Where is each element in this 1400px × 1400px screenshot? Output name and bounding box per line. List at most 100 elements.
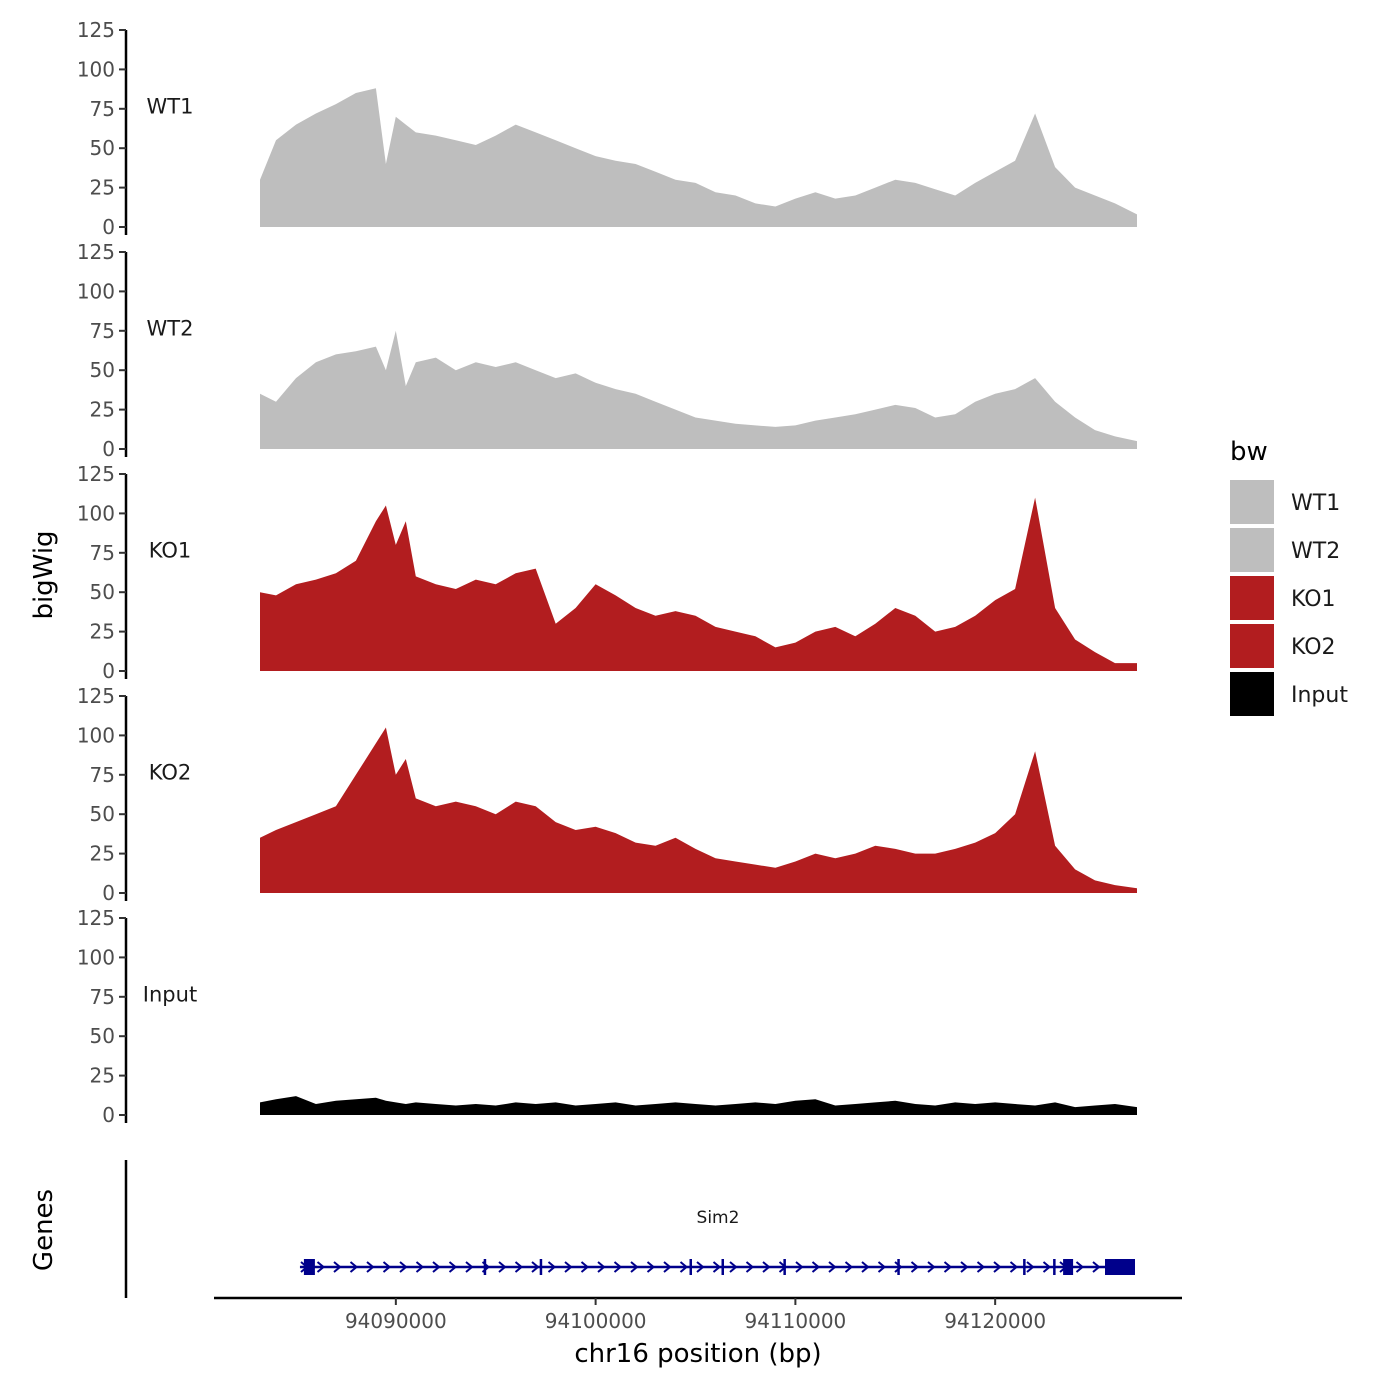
- strand-arrow: [316, 1261, 326, 1273]
- strand-arrow: [910, 1261, 920, 1273]
- strand-arrow: [1026, 1261, 1035, 1273]
- legend-key-input: [1228, 670, 1276, 718]
- x-axis: 94090000 94100000 94110000 94120000: [214, 1296, 1182, 1333]
- strand-arrow: [564, 1261, 573, 1273]
- strand-arrow: [927, 1261, 936, 1273]
- strand-arrow: [630, 1261, 639, 1273]
- area-wt2: [260, 330, 1137, 449]
- gene-exon: [1063, 1259, 1074, 1275]
- track-panel-wt1: 0 25 50 75 100 125 WT1: [77, 18, 1137, 239]
- legend-key-ko1: [1228, 574, 1276, 622]
- gene-exon: [689, 1259, 692, 1275]
- gene-exon: [1105, 1259, 1135, 1275]
- y-tick-label: 25: [90, 842, 115, 866]
- gene-track-title: Genes: [29, 1189, 59, 1271]
- strand-arrow: [1075, 1261, 1085, 1273]
- y-tick-label: 100: [77, 945, 115, 969]
- area-wt1: [260, 88, 1137, 227]
- gene-exon: [1023, 1259, 1026, 1275]
- track-label: KO1: [149, 539, 192, 563]
- legend-title: bw: [1230, 437, 1268, 467]
- track-label: WT1: [147, 95, 194, 119]
- strand-arrow: [547, 1261, 557, 1273]
- gene-exon: [783, 1259, 786, 1275]
- y-tick-label: 50: [90, 136, 115, 160]
- y-tick-label: 0: [102, 881, 115, 905]
- strand-arrow: [333, 1261, 342, 1273]
- gene-exon: [897, 1259, 900, 1275]
- x-tick-label: 94090000: [345, 1309, 447, 1333]
- x-tick-label: 94120000: [944, 1309, 1046, 1333]
- gene-exon: [483, 1259, 487, 1275]
- strand-arrow: [1009, 1261, 1019, 1273]
- legend: bw WT1 WT2 KO1 KO2 Input: [1228, 437, 1348, 718]
- gene-exon: [539, 1259, 543, 1275]
- y-tick-label: 50: [90, 1024, 115, 1048]
- area-ko1: [260, 497, 1137, 671]
- y-tick-label: 100: [77, 723, 115, 747]
- strand-arrow: [861, 1261, 870, 1273]
- y-tick-label: 0: [102, 437, 115, 461]
- legend-label: KO2: [1291, 635, 1336, 660]
- strand-arrow: [1042, 1261, 1052, 1273]
- strand-arrow: [597, 1261, 606, 1273]
- track-label: WT2: [147, 317, 194, 341]
- y-tick-label: 75: [90, 541, 115, 565]
- legend-key-wt1: [1228, 478, 1276, 526]
- strand-arrow: [382, 1261, 392, 1273]
- strand-arrow: [960, 1261, 969, 1273]
- strand-arrow: [531, 1261, 540, 1273]
- legend-label: WT1: [1291, 491, 1340, 516]
- strand-arrow: [580, 1261, 590, 1273]
- strand-arrow: [465, 1261, 474, 1273]
- legend-key-wt2: [1228, 526, 1276, 574]
- strand-arrow: [795, 1261, 804, 1273]
- strand-arrow: [745, 1261, 755, 1273]
- track-label: KO2: [149, 761, 192, 785]
- strand-arrow: [828, 1261, 837, 1273]
- strand-arrow: [366, 1261, 375, 1273]
- strand-arrow: [696, 1261, 705, 1273]
- gene-track-panel: Genes Sim2: [29, 1160, 1136, 1298]
- y-tick-label: 75: [90, 97, 115, 121]
- strand-arrow: [646, 1261, 656, 1273]
- x-tick-label: 94110000: [744, 1309, 846, 1333]
- track-panel-input: 0 25 50 75 100 125 Input: [77, 906, 1137, 1127]
- y-tick-label: 0: [102, 215, 115, 239]
- y-tick-label: 0: [102, 1103, 115, 1127]
- strand-arrow: [663, 1261, 672, 1273]
- y-tick-label: 100: [77, 501, 115, 525]
- y-tick-label: 25: [90, 620, 115, 644]
- track-panel-ko1: 0 25 50 75 100 125 KO1: [77, 462, 1137, 683]
- area-ko2: [260, 727, 1137, 893]
- strand-arrow: [432, 1261, 441, 1273]
- y-tick-label: 100: [77, 279, 115, 303]
- y-tick-label: 50: [90, 802, 115, 826]
- y-tick-label: 75: [90, 319, 115, 343]
- y-tick-label: 0: [102, 659, 115, 683]
- strand-arrow: [943, 1261, 953, 1273]
- track-label: Input: [143, 983, 197, 1007]
- gene-exon: [1053, 1259, 1056, 1275]
- y-tick-label: 75: [90, 763, 115, 787]
- strand-arrow: [762, 1261, 771, 1273]
- strand-arrow: [415, 1261, 425, 1273]
- strand-arrow: [712, 1261, 722, 1273]
- y-tick-label: 25: [90, 176, 115, 200]
- legend-key-ko2: [1228, 622, 1276, 670]
- strand-arrow: [514, 1261, 524, 1273]
- y-axis-title: bigWig: [29, 530, 59, 619]
- strand-arrow: [498, 1261, 507, 1273]
- gene-name-label: Sim2: [697, 1208, 740, 1228]
- y-tick-label: 125: [77, 462, 115, 486]
- strand-arrow: [877, 1261, 887, 1273]
- y-tick-label: 75: [90, 985, 115, 1009]
- strand-arrow: [399, 1261, 408, 1273]
- strand-arrow: [976, 1261, 986, 1273]
- y-tick-label: 25: [90, 1064, 115, 1088]
- strand-arrow: [349, 1261, 359, 1273]
- strand-arrow: [613, 1261, 623, 1273]
- strand-arrow: [894, 1261, 903, 1273]
- track-panel-wt2: 0 25 50 75 100 125 WT2: [77, 240, 1137, 461]
